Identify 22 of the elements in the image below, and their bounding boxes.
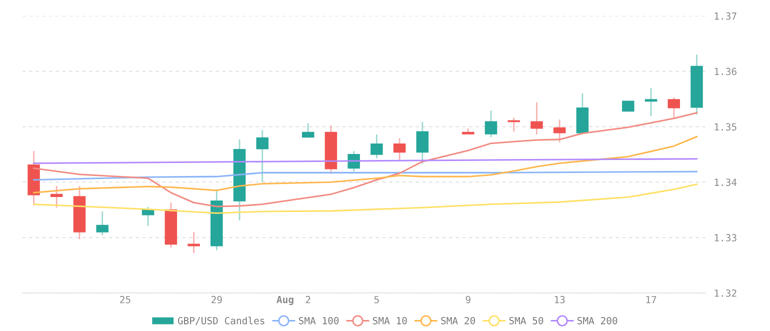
y-tick-label: 1.32 <box>714 289 736 297</box>
y-tick-label: 1.34 <box>714 178 737 186</box>
x-tick-label: 17 <box>646 296 656 304</box>
y-tick-label: 1.37 <box>714 12 736 20</box>
legend-label: SMA 100 <box>298 316 339 324</box>
y-tick-label: 1.33 <box>714 234 736 242</box>
y-tick-label: 1.36 <box>714 68 736 76</box>
x-tick-label: 25 <box>120 296 130 304</box>
legend-label: SMA 20 <box>441 316 475 324</box>
x-tick-label: 2 <box>306 296 310 304</box>
x-tick-label: 9 <box>466 296 470 304</box>
x-tick-label: 5 <box>374 296 379 304</box>
line-series <box>32 184 698 214</box>
legend-label: GBP/USD Candles <box>178 316 264 326</box>
candlestick <box>622 100 634 112</box>
legend-label: SMA 10 <box>372 316 407 324</box>
y-tick-label: 1.35 <box>714 123 736 131</box>
legend-label: SMA 200 <box>578 316 618 324</box>
x-tick-label: 13 <box>554 296 565 304</box>
x-tick-label: Aug <box>276 296 294 306</box>
legend-label: SMA 50 <box>509 316 544 324</box>
x-tick-label: 29 <box>212 296 222 304</box>
